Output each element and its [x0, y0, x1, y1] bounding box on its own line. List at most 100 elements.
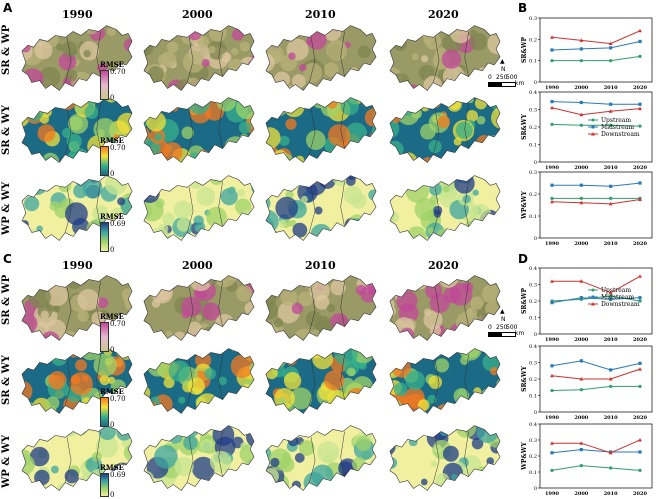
legend-min: 0 — [110, 491, 115, 499]
data-point — [638, 124, 642, 128]
x-tick-label: 2020 — [633, 337, 647, 343]
data-point — [638, 450, 642, 454]
data-point — [608, 41, 613, 46]
legend-label: Upstream — [601, 117, 631, 124]
rmse-map — [21, 425, 133, 491]
chart-frame — [539, 345, 653, 413]
scale-unit: km — [515, 330, 525, 337]
scale-tick: 250 — [496, 74, 508, 81]
x-tick-label: 2020 — [633, 241, 647, 247]
legend-marker — [591, 125, 595, 129]
data-point — [579, 441, 584, 445]
y-tick-label: 0.1 — [529, 470, 537, 476]
year-header-2020: 2020 — [428, 8, 459, 21]
series-line — [551, 30, 641, 45]
data-point — [609, 196, 613, 200]
data-point — [609, 59, 613, 63]
y-tick-label: 0.1 — [529, 214, 537, 220]
series-line — [551, 297, 641, 304]
data-point — [579, 448, 583, 452]
data-point — [638, 106, 642, 111]
data-point — [638, 197, 642, 201]
panel-letter-c: C — [3, 252, 12, 266]
series-line — [551, 385, 640, 392]
data-point — [638, 181, 642, 185]
y-tick-label: 0 — [534, 410, 537, 416]
scale-bar-graphic — [488, 82, 516, 87]
rmse-map — [143, 175, 255, 241]
y-tick-label: 0.3 — [529, 438, 537, 444]
data-point — [550, 279, 554, 283]
scale-tick: 500 — [506, 74, 518, 81]
data-point — [638, 296, 642, 300]
data-point — [550, 364, 554, 368]
series-line — [552, 439, 641, 454]
legend-colorbar — [100, 473, 109, 497]
legend-min: 0 — [110, 170, 115, 178]
x-tick-label: 2010 — [604, 415, 618, 421]
series-line — [551, 199, 641, 205]
data-point — [550, 35, 554, 39]
y-tick-label: 0.2 — [529, 377, 537, 383]
data-point — [609, 297, 613, 301]
legend-max: 0.70 — [110, 320, 126, 328]
data-point — [638, 438, 642, 442]
series-line — [551, 107, 641, 116]
series-line — [551, 295, 641, 302]
rmse-map — [389, 97, 501, 163]
chart-frame — [539, 17, 653, 83]
data-point — [638, 367, 642, 371]
scale-tick: 0 — [488, 324, 492, 331]
series-line — [551, 123, 641, 127]
rmse-map — [143, 348, 255, 414]
x-tick-label: 1990 — [545, 415, 559, 421]
y-tick-label: 0 — [534, 80, 537, 86]
panel-letter-b: B — [518, 1, 528, 15]
data-point — [550, 299, 554, 303]
data-point — [638, 28, 642, 33]
year-header-2000: 2000 — [182, 259, 213, 272]
data-point — [550, 100, 554, 104]
scalebar: ▲ N 0 250 500 km — [488, 58, 524, 92]
panel-letter-a: A — [3, 1, 13, 15]
data-point — [638, 384, 642, 389]
legend-title: RMSE — [100, 136, 124, 145]
legend-title: RMSE — [100, 387, 124, 396]
row-label-wp-wy: WP & WY — [1, 434, 12, 488]
legend-label: Midstream — [601, 294, 634, 301]
y-tick-label: 0.2 — [529, 192, 537, 198]
data-point — [550, 441, 554, 445]
x-tick-label: 2020 — [633, 491, 647, 497]
year-header-2000: 2000 — [182, 8, 213, 21]
legend-title: RMSE — [100, 212, 124, 221]
north-label: N — [501, 316, 506, 323]
data-point — [609, 123, 613, 127]
data-point — [579, 38, 584, 42]
rmse-map — [143, 425, 255, 491]
chart-frame — [539, 267, 653, 335]
y-tick-label: 0.2 — [529, 37, 537, 43]
y-tick-label: 0.4 — [529, 422, 537, 428]
y-tick-label: 0.2 — [529, 299, 537, 305]
rmse-map — [265, 25, 377, 91]
series-line — [552, 275, 641, 294]
data-point — [579, 59, 583, 63]
rmse-map — [21, 348, 133, 414]
data-point — [579, 296, 583, 300]
legend-colorbar — [100, 146, 109, 176]
legend-max: 0.70 — [110, 144, 126, 152]
row-label-wp-wy: WP & WY — [1, 181, 12, 235]
data-point — [638, 102, 642, 106]
x-tick-label: 2010 — [604, 85, 618, 91]
legend-label: Upstream — [601, 287, 631, 294]
data-point — [608, 109, 613, 113]
data-point — [638, 39, 642, 44]
data-point — [579, 196, 583, 200]
rmse-map — [265, 348, 377, 414]
chart-frame — [539, 171, 653, 239]
y-tick-label: 0 — [534, 332, 537, 338]
north-label: N — [501, 66, 506, 73]
y-tick-label: 0.1 — [529, 316, 537, 322]
data-point — [609, 184, 613, 188]
rmse-map — [143, 97, 255, 163]
